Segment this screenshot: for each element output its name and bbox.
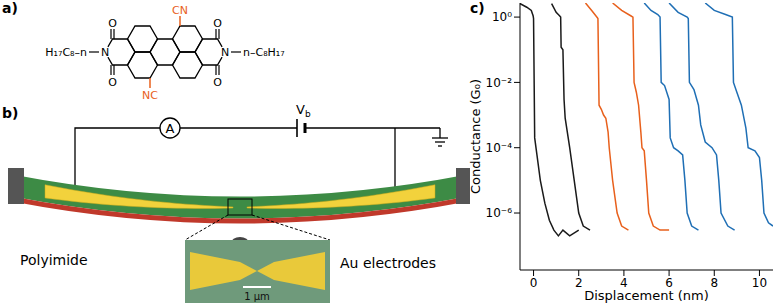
- svg-text:10⁰: 10⁰: [492, 10, 512, 24]
- svg-text:CN: CN: [172, 4, 188, 17]
- svg-text:O: O: [213, 76, 222, 89]
- svg-text:1 µm: 1 µm: [244, 291, 270, 302]
- svg-text:O: O: [108, 76, 117, 89]
- svg-text:O: O: [213, 17, 222, 30]
- svg-text:Displacement (nm): Displacement (nm): [584, 288, 709, 303]
- svg-text:8: 8: [710, 276, 718, 290]
- svg-text:a): a): [2, 0, 18, 16]
- svg-text:O: O: [108, 17, 117, 30]
- svg-text:b): b): [2, 105, 18, 121]
- svg-text:Polyimide: Polyimide: [20, 252, 88, 268]
- svg-text:10: 10: [752, 276, 767, 290]
- svg-text:4: 4: [620, 276, 628, 290]
- svg-text:N: N: [101, 46, 109, 59]
- svg-text:A: A: [166, 121, 175, 136]
- svg-text:Au electrodes: Au electrodes: [340, 255, 436, 271]
- svg-text:0: 0: [530, 276, 538, 290]
- svg-text:c): c): [470, 0, 485, 16]
- svg-text:6: 6: [665, 276, 673, 290]
- svg-text:Conductance (G₀): Conductance (G₀): [468, 79, 483, 194]
- svg-text:n–C₈H₁₇: n–C₈H₁₇: [243, 46, 285, 59]
- svg-text:10⁻⁴: 10⁻⁴: [486, 141, 513, 155]
- svg-text:N: N: [221, 46, 229, 59]
- svg-text:NC: NC: [142, 89, 158, 102]
- svg-text:Vb: Vb: [296, 102, 311, 119]
- svg-text:10⁻⁶: 10⁻⁶: [486, 206, 513, 220]
- svg-text:H₁₇C₈–n: H₁₇C₈–n: [45, 46, 87, 59]
- svg-text:10⁻²: 10⁻²: [486, 76, 513, 90]
- svg-text:2: 2: [575, 276, 583, 290]
